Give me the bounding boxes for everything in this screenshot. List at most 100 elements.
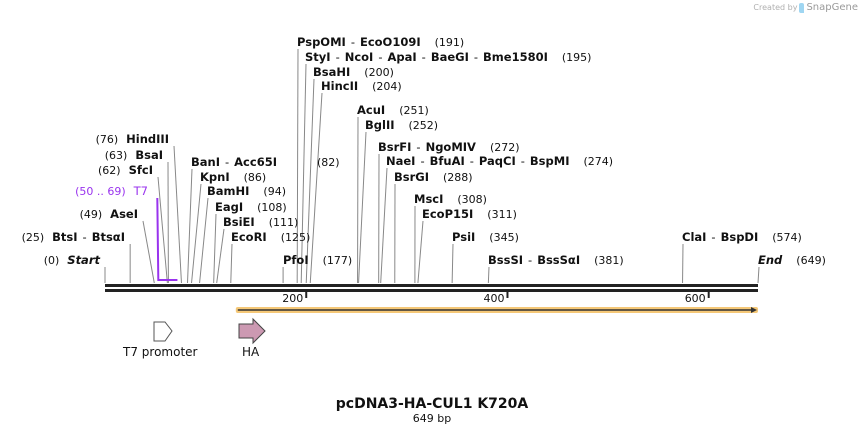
credit-brand: SnapGene bbox=[806, 2, 858, 13]
cut-site-line bbox=[230, 243, 233, 284]
site-label-pfoi[interactable]: PfoI (177) bbox=[283, 253, 352, 268]
site-label-naei[interactable]: NaeI - BfuAI - PaqCI - BspMI (274) bbox=[386, 154, 613, 169]
site-label-hincii[interactable]: HincII (204) bbox=[321, 79, 402, 94]
site-position: (381) bbox=[594, 254, 624, 267]
enzyme-name: BssSI bbox=[488, 253, 524, 267]
enzyme-name: ApaI bbox=[387, 50, 417, 64]
enzyme-name: BglII bbox=[365, 118, 395, 132]
site-label-clai[interactable]: ClaI - BspDI (574) bbox=[682, 230, 802, 245]
cut-site-line bbox=[300, 63, 307, 284]
site-label-asei[interactable]: (49) AseI bbox=[80, 207, 138, 222]
site-position: (0) bbox=[43, 254, 60, 267]
enzyme-name: BsiEI bbox=[223, 215, 255, 229]
site-label-ecop15i[interactable]: EcoP15I (311) bbox=[422, 207, 517, 222]
cut-site-line bbox=[417, 220, 424, 284]
site-label-bsssi[interactable]: BssSI - BssSαI (381) bbox=[488, 253, 624, 268]
primer-name: T7 bbox=[133, 184, 148, 198]
site-label-bamhi[interactable]: BamHI (94) bbox=[207, 184, 286, 199]
site-position: (288) bbox=[443, 171, 473, 184]
site-position: (191) bbox=[434, 36, 465, 49]
enzyme-name: BfuAI bbox=[429, 154, 465, 168]
site-position: (252) bbox=[408, 119, 439, 132]
t7-promoter-feature-arrow bbox=[153, 321, 173, 342]
site-label-psii[interactable]: PsiI (345) bbox=[452, 230, 519, 245]
cut-site-line bbox=[451, 243, 454, 284]
enzyme-name: EcoRI bbox=[231, 230, 267, 244]
site-label-bsiei[interactable]: BsiEI (111) bbox=[223, 215, 298, 230]
site-position: (63) bbox=[104, 149, 128, 162]
separator: - bbox=[350, 35, 355, 49]
enzyme-name: BsaI bbox=[135, 148, 163, 162]
site-label-eagi[interactable]: EagI (108) bbox=[215, 200, 287, 215]
snapgene-logo-icon bbox=[799, 2, 805, 13]
site-label-msci[interactable]: MscI (308) bbox=[414, 192, 487, 207]
site-position: (204) bbox=[372, 80, 402, 93]
separator: - bbox=[473, 50, 479, 64]
site-position: (86) bbox=[243, 171, 267, 184]
site-label-start[interactable]: (0) Start bbox=[44, 253, 100, 268]
site-position: (62) bbox=[98, 164, 121, 177]
site-position: (345) bbox=[489, 231, 519, 244]
separator: - bbox=[335, 50, 340, 64]
primer-bracket-t7 bbox=[156, 197, 178, 281]
ruler-tick-label: 400 bbox=[483, 292, 504, 305]
enzyme-name: AcuI bbox=[357, 103, 386, 117]
site-label-hindiii[interactable]: (76) HindIII bbox=[96, 132, 169, 147]
site-label-acui[interactable]: AcuI (251) bbox=[357, 103, 429, 118]
enzyme-name: PspOMI bbox=[297, 35, 346, 49]
separator: - bbox=[520, 154, 525, 168]
primer-label-t7[interactable]: (50 .. 69) T7 bbox=[75, 184, 148, 199]
separator: - bbox=[416, 140, 421, 154]
enzyme-name: PsiI bbox=[452, 230, 476, 244]
enzyme-name: Bme1580I bbox=[483, 50, 548, 64]
site-position: (195) bbox=[561, 51, 592, 64]
site-label-btsi[interactable]: (25) BtsI - BtsαI bbox=[22, 230, 125, 245]
cut-site-line bbox=[358, 131, 367, 284]
enzyme-name: BanI bbox=[191, 155, 220, 169]
site-label-bani[interactable]: BanI - Acc65I (82) bbox=[191, 155, 340, 170]
site-label-ecori[interactable]: EcoRI (125) bbox=[231, 230, 310, 245]
enzyme-name: StyI bbox=[305, 50, 331, 64]
enzyme-name: AseI bbox=[110, 207, 138, 221]
site-position: (200) bbox=[364, 66, 394, 79]
site-label-kpni[interactable]: KpnI (86) bbox=[200, 170, 266, 185]
sequence-bottom-strand bbox=[105, 289, 758, 292]
enzyme-name: BsrGI bbox=[394, 170, 429, 184]
enzyme-name: NgoMIV bbox=[425, 140, 476, 154]
site-position: (82) bbox=[316, 156, 340, 169]
site-label-end[interactable]: End (649) bbox=[758, 253, 826, 268]
cut-site-line bbox=[757, 266, 760, 284]
ruler-tick-label: 200 bbox=[282, 292, 303, 305]
enzyme-name: BspMI bbox=[529, 154, 570, 168]
feature-label-ha[interactable]: HA bbox=[242, 345, 260, 359]
site-position: (308) bbox=[457, 193, 487, 206]
cut-site-line bbox=[213, 213, 217, 284]
site-position: (251) bbox=[399, 104, 429, 117]
enzyme-name: BamHI bbox=[207, 184, 250, 198]
site-label-bglii[interactable]: BglII (252) bbox=[365, 118, 438, 133]
site-label-sfci[interactable]: (62) SfcI bbox=[98, 163, 153, 178]
separator: - bbox=[420, 154, 425, 168]
site-position: (177) bbox=[322, 254, 353, 267]
site-label-bsahi[interactable]: BsaHI (200) bbox=[313, 65, 394, 80]
site-position: (111) bbox=[268, 216, 299, 229]
site-label-pspomi[interactable]: PspOMI - EcoO109I (191) bbox=[297, 35, 464, 50]
enzyme-name: SfcI bbox=[128, 163, 153, 177]
enzyme-name: BsaHI bbox=[313, 65, 351, 79]
enzyme-name: BaeGI bbox=[430, 50, 469, 64]
enzyme-name: Acc65I bbox=[234, 155, 277, 169]
site-label-bsrfi[interactable]: BsrFI - NgoMIV (272) bbox=[378, 140, 520, 155]
feature-label-t7-promoter[interactable]: T7 promoter bbox=[123, 345, 198, 359]
site-label-styi[interactable]: StyI - NcoI - ApaI - BaeGI - Bme1580I (195) bbox=[305, 50, 591, 65]
enzyme-name: EagI bbox=[215, 200, 244, 214]
site-position: (25) bbox=[21, 231, 45, 244]
site-label-bsrgi[interactable]: BsrGI (288) bbox=[394, 170, 473, 185]
enzyme-name: BsrFI bbox=[378, 140, 412, 154]
cut-site-line bbox=[199, 197, 209, 284]
ha-feature-arrow bbox=[238, 317, 266, 345]
enzyme-name: Start bbox=[67, 253, 100, 267]
site-label-bsai[interactable]: (63) BsaI bbox=[105, 148, 163, 163]
enzyme-name: BtsI bbox=[52, 230, 78, 244]
site-position: (108) bbox=[257, 201, 287, 214]
